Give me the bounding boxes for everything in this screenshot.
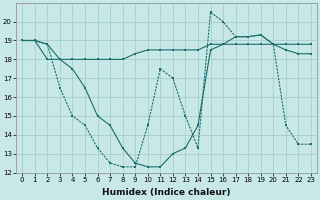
X-axis label: Humidex (Indice chaleur): Humidex (Indice chaleur) [102, 188, 231, 197]
